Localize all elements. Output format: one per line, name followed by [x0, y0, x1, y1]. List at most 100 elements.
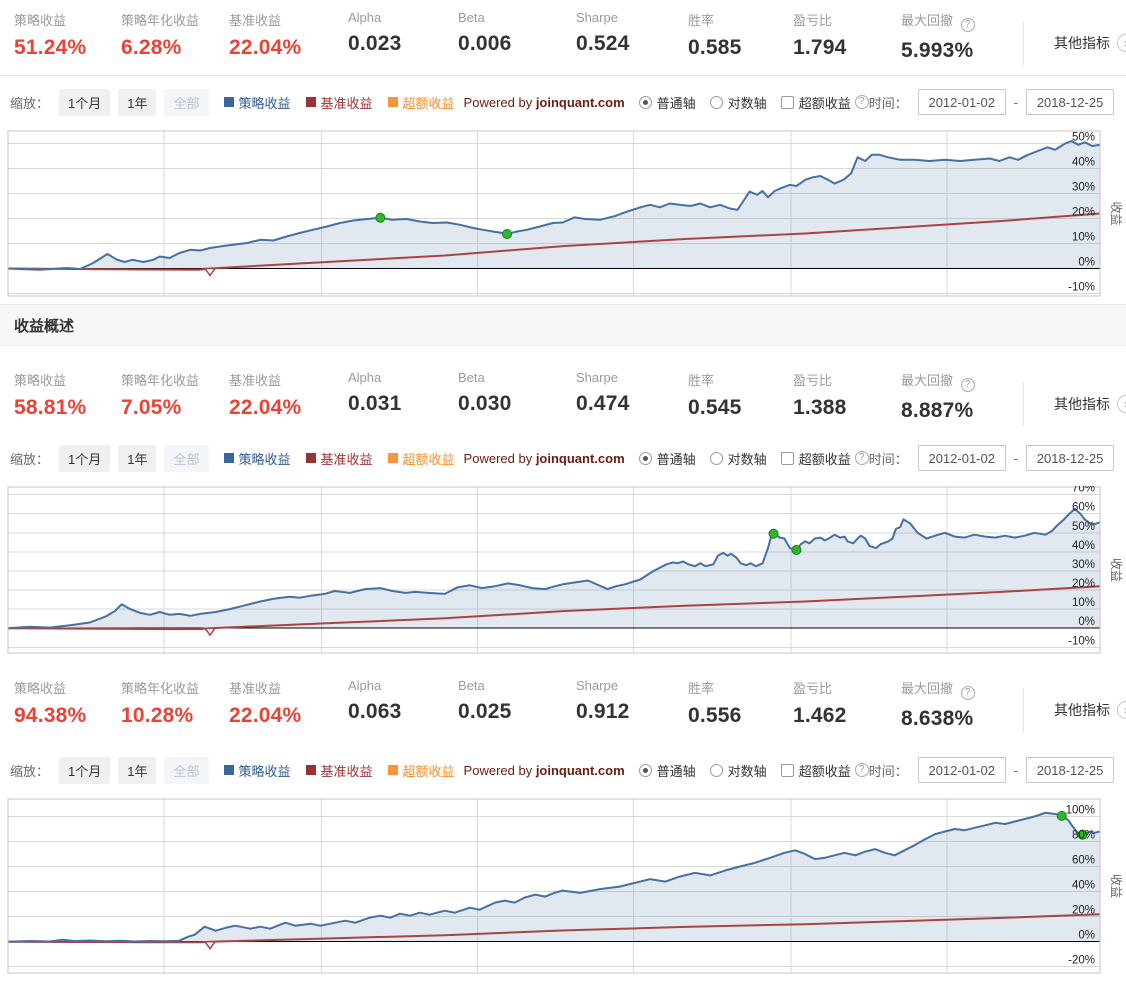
legend-strategy-returns[interactable]: 策略收益: [223, 93, 291, 112]
start-date-input[interactable]: [917, 89, 1006, 115]
end-date-input[interactable]: [1026, 445, 1115, 471]
checkbox-icon[interactable]: [780, 95, 794, 109]
legend-benchmark-returns[interactable]: 基准收益: [305, 93, 373, 112]
trade-marker[interactable]: [1077, 829, 1088, 840]
legend-excess-returns[interactable]: 超额收益: [387, 761, 455, 780]
radio-icon[interactable]: [709, 763, 723, 777]
zoom-all-button[interactable]: 全部: [164, 444, 209, 472]
metric-5: Beta 0.025: [458, 678, 576, 724]
start-date-input[interactable]: [917, 445, 1006, 471]
strategy-line: [7, 507, 1101, 630]
help-icon[interactable]: ?: [854, 95, 869, 109]
legend-square-icon: [387, 97, 398, 107]
zoom-1month-button[interactable]: 1个月: [59, 444, 111, 472]
metric-value: 94.38%: [14, 704, 87, 727]
trade-marker[interactable]: [768, 528, 779, 539]
metric-8: 盈亏比 1.388: [793, 370, 901, 420]
legend-benchmark-returns[interactable]: 基准收益: [305, 761, 373, 780]
other-indicators-button[interactable]: 其他指标 ›: [1023, 688, 1126, 732]
returns-chart-svg-3[interactable]: 100% 80% 60% 40% 20% 0% -20% 收益: [0, 798, 1126, 978]
radio-icon[interactable]: [709, 451, 723, 465]
radio-icon[interactable]: [709, 95, 723, 109]
brand-name: joinquant.com: [535, 762, 625, 778]
legend-strategy-returns[interactable]: 策略收益: [223, 449, 291, 468]
metric-value: 0.585: [688, 36, 742, 59]
returns-chart-svg-2[interactable]: 70% 60% 50% 40% 30% 20% 10% 0% -10% 收益: [0, 483, 1126, 658]
zoom-1year-button[interactable]: 1年: [118, 756, 157, 784]
legend-square-icon: [305, 97, 316, 107]
plot-border: [7, 798, 1101, 974]
checkbox-icon[interactable]: [780, 763, 794, 777]
legend-excess-returns[interactable]: 超额收益: [387, 93, 455, 112]
zoom-1month-button[interactable]: 1个月: [59, 88, 111, 116]
help-icon[interactable]: ?: [960, 686, 975, 700]
other-indicators-label: 其他指标: [1054, 34, 1110, 51]
metric-label: 策略收益: [14, 13, 67, 28]
metric-value: 1.794: [793, 36, 847, 59]
legend-excess-returns[interactable]: 超额收益: [387, 449, 455, 468]
metric-value: 0.556: [688, 704, 742, 727]
zoom-1year-button[interactable]: 1年: [118, 444, 157, 472]
zoom-1month-button[interactable]: 1个月: [59, 756, 111, 784]
other-indicators-label: 其他指标: [1054, 702, 1110, 718]
other-indicators-button[interactable]: 其他指标 ›: [1023, 382, 1126, 426]
metric-value: 0.912: [576, 700, 630, 723]
radio-icon[interactable]: [638, 95, 652, 109]
legend-square-icon: [387, 765, 398, 775]
metric-7: 胜率 0.545: [688, 370, 793, 420]
date-range-separator: -: [1013, 94, 1019, 110]
legend-label: 策略收益: [238, 451, 291, 467]
radio-icon[interactable]: [638, 451, 652, 465]
y-tick-label: 0%: [1078, 930, 1095, 942]
chart-controls-2: 缩放： 1个月 1年 全部 策略收益 基准收益 超额收益 Powered by joinqua…: [10, 444, 1115, 472]
axis-normal-option[interactable]: 普通轴: [638, 761, 696, 780]
powered-by-brand: Powered by joinquant.com: [463, 94, 625, 110]
legend-benchmark-returns[interactable]: 基准收益: [305, 449, 373, 468]
help-icon[interactable]: ?: [854, 763, 869, 777]
trade-marker[interactable]: [375, 212, 386, 223]
metric-value: 0.025: [458, 700, 512, 723]
trade-marker[interactable]: [791, 544, 802, 555]
returns-chart-svg-1[interactable]: 50% 40% 30% 20% 10% 0% -10% 收益: [0, 130, 1126, 302]
plot-border: [7, 486, 1101, 654]
axis-normal-option[interactable]: 普通轴: [638, 449, 696, 468]
start-date-input[interactable]: [917, 757, 1006, 783]
trade-marker[interactable]: [502, 229, 513, 239]
metric-value: 0.063: [348, 700, 402, 723]
radio-icon[interactable]: [638, 763, 652, 777]
other-indicators-button[interactable]: 其他指标 ›: [1023, 20, 1126, 65]
y-tick-label: 20%: [1072, 207, 1095, 219]
legend-square-icon: [305, 765, 316, 775]
metric-8: 盈亏比 1.794: [793, 10, 901, 60]
brand-name: joinquant.com: [535, 94, 625, 110]
excess-returns-option[interactable]: 超额收益 ?: [780, 93, 869, 112]
help-icon[interactable]: ?: [960, 378, 975, 392]
axis-normal-option[interactable]: 普通轴: [638, 93, 696, 112]
metric-label: Beta: [458, 10, 485, 25]
axis-option-label: 普通轴: [656, 95, 696, 111]
metric-value: 51.24%: [14, 36, 87, 59]
zoom-1year-button[interactable]: 1年: [118, 88, 157, 116]
legend-strategy-returns[interactable]: 策略收益: [223, 761, 291, 780]
excess-returns-option[interactable]: 超额收益 ?: [780, 449, 869, 468]
time-label: 时间：: [868, 95, 908, 111]
axis-log-option[interactable]: 对数轴: [709, 449, 767, 468]
end-date-input[interactable]: [1026, 757, 1115, 783]
chevron-right-icon: ›: [1117, 701, 1126, 719]
trade-marker[interactable]: [1056, 810, 1067, 821]
time-range-group: 时间： -: [869, 89, 1122, 115]
metrics-summary-2: 策略收益 58.81% 策略年化收益 7.05% 基准收益 22.04% Alpha 0.03…: [0, 346, 1126, 438]
axis-log-option[interactable]: 对数轴: [709, 93, 767, 112]
zoom-all-button[interactable]: 全部: [164, 756, 209, 784]
help-icon[interactable]: ?: [960, 18, 975, 32]
axis-log-option[interactable]: 对数轴: [709, 761, 767, 780]
excess-returns-option[interactable]: 超额收益 ?: [780, 761, 869, 780]
checkbox-icon[interactable]: [780, 451, 794, 465]
help-icon[interactable]: ?: [854, 451, 869, 465]
zoom-all-button[interactable]: 全部: [164, 88, 209, 116]
y-tick-label: 80%: [1072, 830, 1095, 842]
metric-value: 0.006: [458, 32, 512, 55]
chevron-right-icon: ›: [1117, 33, 1126, 52]
end-date-input[interactable]: [1026, 89, 1115, 115]
powered-by-brand: Powered by joinquant.com: [463, 762, 625, 778]
